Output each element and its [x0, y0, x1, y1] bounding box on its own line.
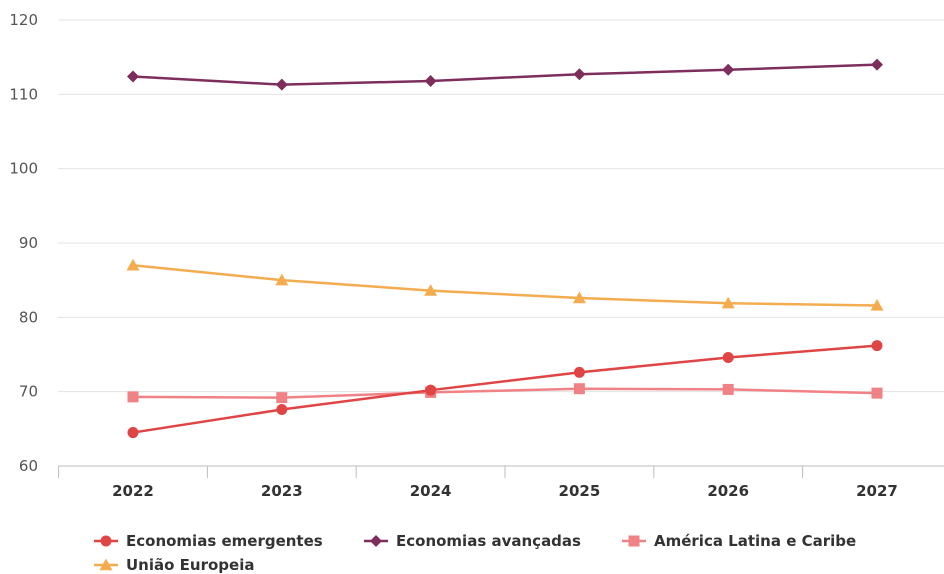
series-line-america-latina-e-caribe	[132, 387, 878, 399]
y-tick-label: 100	[9, 160, 38, 178]
series-line-uniao-europeia	[132, 264, 878, 307]
data-point-economias-avancadas	[275, 78, 288, 91]
series-line-economias-avancadas	[132, 63, 878, 86]
series-line-economias-emergentes	[132, 344, 878, 434]
data-point-economias-emergentes	[722, 351, 734, 363]
series-america-latina-e-caribe	[127, 383, 883, 404]
data-point-uniao-europeia	[275, 273, 289, 286]
x-tick-label: 2027	[856, 482, 898, 500]
series-economias-avancadas	[127, 58, 883, 91]
legend-label: União Europeia	[126, 556, 254, 574]
legend-swatch-marker	[370, 535, 382, 547]
legend-swatch-marker	[99, 558, 113, 571]
data-point-economias-avancadas	[722, 63, 735, 76]
data-point-economias-emergentes	[425, 384, 437, 396]
y-tick-label: 120	[9, 11, 38, 29]
legend-label: Economias emergentes	[126, 532, 323, 550]
data-point-uniao-europeia	[126, 258, 140, 271]
data-point-uniao-europeia	[424, 284, 438, 296]
data-point-uniao-europeia	[870, 298, 884, 311]
y-tick-label: 60	[19, 457, 38, 475]
legend-item: Economias emergentes	[94, 532, 323, 550]
data-point-uniao-europeia	[572, 291, 586, 304]
legend: Economias emergentes Economias avançadas A…	[94, 532, 856, 574]
data-point-economias-emergentes	[573, 366, 585, 378]
data-point-america-latina-e-caribe	[722, 383, 734, 395]
legend-item: América Latina e Caribe	[622, 532, 856, 550]
x-tick-label: 2024	[410, 482, 452, 500]
data-point-economias-avancadas	[127, 70, 139, 83]
data-point-economias-emergentes	[276, 404, 288, 416]
x-tick-label: 2026	[707, 482, 749, 500]
y-tick-label: 70	[19, 383, 38, 401]
data-point-economias-avancadas	[573, 68, 586, 81]
data-point-economias-emergentes	[871, 340, 883, 352]
x-tick-label: 2025	[559, 482, 601, 500]
y-tick-label: 80	[19, 308, 38, 326]
axis-layer: 60 70 80 90 100 110 120 2022 2023 2024 2025 2026 202…	[9, 11, 898, 500]
series-layer	[126, 58, 884, 439]
data-point-economias-avancadas	[424, 74, 437, 87]
data-point-america-latina-e-caribe	[871, 387, 883, 399]
legend-swatch-marker	[100, 535, 112, 547]
series-uniao-europeia	[126, 258, 884, 311]
data-point-america-latina-e-caribe	[573, 383, 585, 395]
legend-item: União Europeia	[94, 556, 254, 574]
y-tick-label: 90	[19, 234, 38, 252]
grid-layer	[58, 19, 944, 467]
data-point-uniao-europeia	[721, 296, 735, 309]
data-point-america-latina-e-caribe	[127, 391, 139, 403]
data-point-america-latina-e-caribe	[276, 392, 288, 404]
legend-swatch-marker	[628, 535, 640, 547]
series-economias-emergentes	[127, 340, 883, 439]
data-point-economias-avancadas	[871, 58, 883, 71]
legend-label: América Latina e Caribe	[654, 532, 856, 550]
legend-label: Economias avançadas	[396, 532, 581, 550]
x-tick-label: 2023	[261, 482, 303, 500]
legend-item: Economias avançadas	[364, 532, 581, 550]
data-point-economias-emergentes	[127, 427, 139, 439]
y-tick-label: 110	[9, 85, 38, 103]
x-tick-label: 2022	[112, 482, 154, 500]
